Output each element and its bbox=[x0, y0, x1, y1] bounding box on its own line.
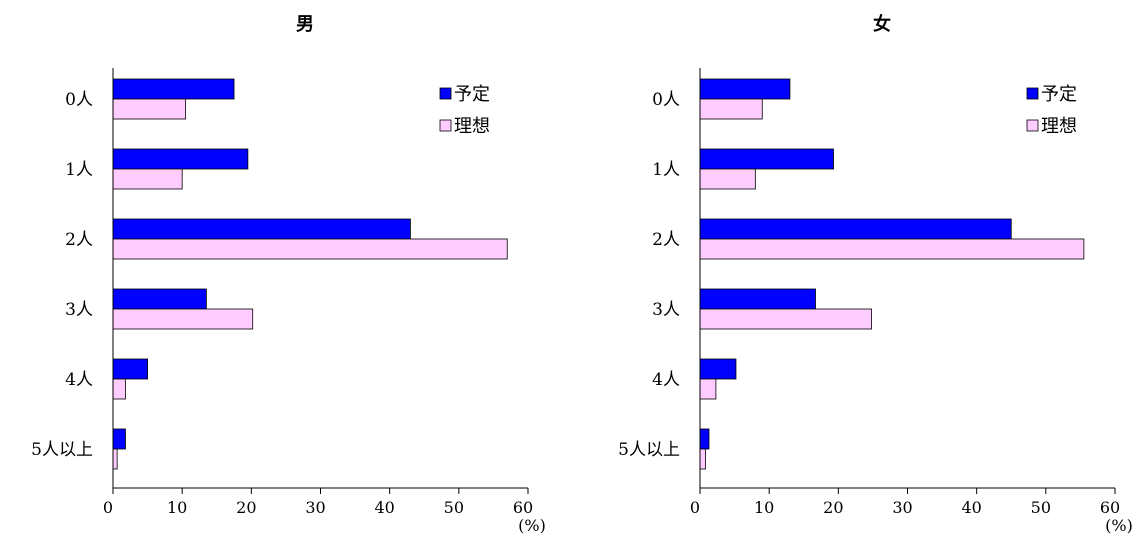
category-label: 2人 bbox=[652, 230, 680, 250]
legend-swatch bbox=[1026, 87, 1039, 100]
category-label: 1人 bbox=[652, 160, 680, 180]
bar-ideal bbox=[112, 308, 254, 330]
x-tick-label: 50 bbox=[1031, 498, 1051, 517]
legend-swatch bbox=[1026, 119, 1039, 132]
bar-plan bbox=[699, 288, 816, 310]
x-tick-label: 10 bbox=[167, 498, 187, 517]
bar-ideal bbox=[699, 98, 763, 120]
bar-ideal bbox=[699, 378, 717, 400]
x-tick-label: 0 bbox=[690, 498, 700, 517]
x-tick-label: 60 bbox=[1100, 498, 1120, 517]
chart-title: 女 bbox=[873, 13, 891, 35]
x-tick-label: 10 bbox=[754, 498, 774, 517]
legend-label: 理想 bbox=[1041, 116, 1077, 137]
category-label: 3人 bbox=[65, 300, 93, 320]
category-label: 5人以上 bbox=[31, 440, 93, 460]
x-unit-label: (%) bbox=[1105, 516, 1133, 535]
bar-plan bbox=[112, 78, 235, 100]
x-tick-label: 20 bbox=[823, 498, 843, 517]
legend-label: 理想 bbox=[454, 116, 490, 137]
bar-plan bbox=[112, 358, 148, 380]
bar-plan bbox=[112, 218, 411, 240]
bar-ideal bbox=[112, 448, 118, 470]
x-tick-label: 30 bbox=[305, 498, 325, 517]
bar-ideal bbox=[699, 238, 1085, 260]
x-tick-label: 20 bbox=[236, 498, 256, 517]
legend-swatch bbox=[439, 119, 452, 132]
bar-plan bbox=[699, 428, 710, 450]
bar-ideal bbox=[699, 168, 756, 190]
x-tick-label: 60 bbox=[513, 498, 533, 517]
bar-plan bbox=[112, 288, 207, 310]
bar-ideal bbox=[699, 448, 706, 470]
bar-ideal bbox=[112, 168, 183, 190]
x-tick-label: 40 bbox=[961, 498, 981, 517]
x-unit-label: (%) bbox=[518, 516, 546, 535]
x-tick-label: 30 bbox=[892, 498, 912, 517]
x-tick-label: 40 bbox=[374, 498, 394, 517]
bar-plan bbox=[699, 218, 1012, 240]
x-tick-label: 50 bbox=[444, 498, 464, 517]
category-label: 4人 bbox=[65, 370, 93, 390]
legend-swatch bbox=[439, 87, 452, 100]
bar-ideal bbox=[112, 98, 187, 120]
bar-plan bbox=[112, 148, 249, 170]
category-label: 5人以上 bbox=[618, 440, 680, 460]
category-label: 1人 bbox=[65, 160, 93, 180]
category-label: 2人 bbox=[65, 230, 93, 250]
legend-label: 予定 bbox=[1041, 84, 1077, 105]
category-label: 4人 bbox=[652, 370, 680, 390]
legend-label: 予定 bbox=[454, 84, 490, 105]
category-label: 0人 bbox=[652, 90, 680, 110]
bar-ideal bbox=[699, 308, 872, 330]
bar-plan bbox=[699, 148, 834, 170]
bar-ideal bbox=[112, 378, 126, 400]
category-label: 3人 bbox=[652, 300, 680, 320]
x-tick-label: 0 bbox=[103, 498, 113, 517]
bar-plan bbox=[699, 78, 791, 100]
bar-plan bbox=[699, 358, 737, 380]
category-label: 0人 bbox=[65, 90, 93, 110]
bar-ideal bbox=[112, 238, 508, 260]
bar-plan bbox=[112, 428, 126, 450]
chart-title: 男 bbox=[296, 14, 314, 35]
